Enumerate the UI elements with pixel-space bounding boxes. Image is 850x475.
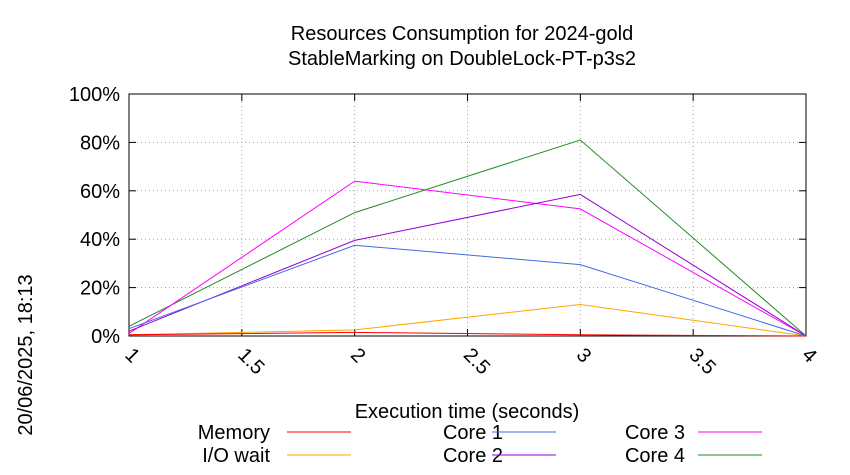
y-tick-label: 80%	[80, 132, 120, 154]
x-axis-label: Execution time (seconds)	[355, 401, 580, 423]
y-tick-label: 100%	[69, 84, 120, 106]
legend-label-core-1: Core 1	[443, 422, 503, 444]
x-tick-label: 1.5	[233, 344, 268, 379]
legend-label-core-3: Core 3	[625, 422, 685, 444]
series-line-core-3	[128, 180, 807, 337]
series-line-memory	[128, 331, 807, 337]
legend-label-core-4: Core 4	[625, 445, 685, 467]
x-tick-label: 3	[572, 344, 595, 367]
series-line-core-1	[128, 244, 807, 337]
series-line-i-o-wait	[128, 303, 807, 337]
y-tick-label: 40%	[80, 229, 120, 251]
series-line-core-4	[128, 139, 807, 337]
series-lines	[128, 139, 807, 337]
x-tick-label: 3.5	[685, 344, 720, 379]
legend-label-core-2: Core 2	[443, 445, 503, 467]
legend-label-i-o-wait: I/O wait	[202, 445, 270, 467]
chart-subtitle: StableMarking on DoubleLock-PT-p3s2	[288, 48, 636, 70]
series-line-core-2	[128, 193, 807, 337]
x-tick-label: 4	[797, 344, 820, 367]
y-tick-label: 60%	[80, 181, 120, 203]
x-tick-label: 2	[346, 344, 369, 367]
chart-title: Resources Consumption for 2024-gold	[291, 23, 633, 45]
y-tick-label: 20%	[80, 278, 120, 300]
y-axis: 0% 20% 40% 60% 80% 100%	[69, 84, 806, 348]
y-tick-label: 0%	[91, 326, 120, 348]
grid	[129, 94, 806, 336]
legend-label-memory: Memory	[198, 422, 270, 444]
timestamp-label: 20/06/2025, 18:13	[15, 274, 37, 435]
x-tick-label: 1	[120, 344, 143, 367]
x-tick-label: 2.5	[459, 344, 494, 379]
